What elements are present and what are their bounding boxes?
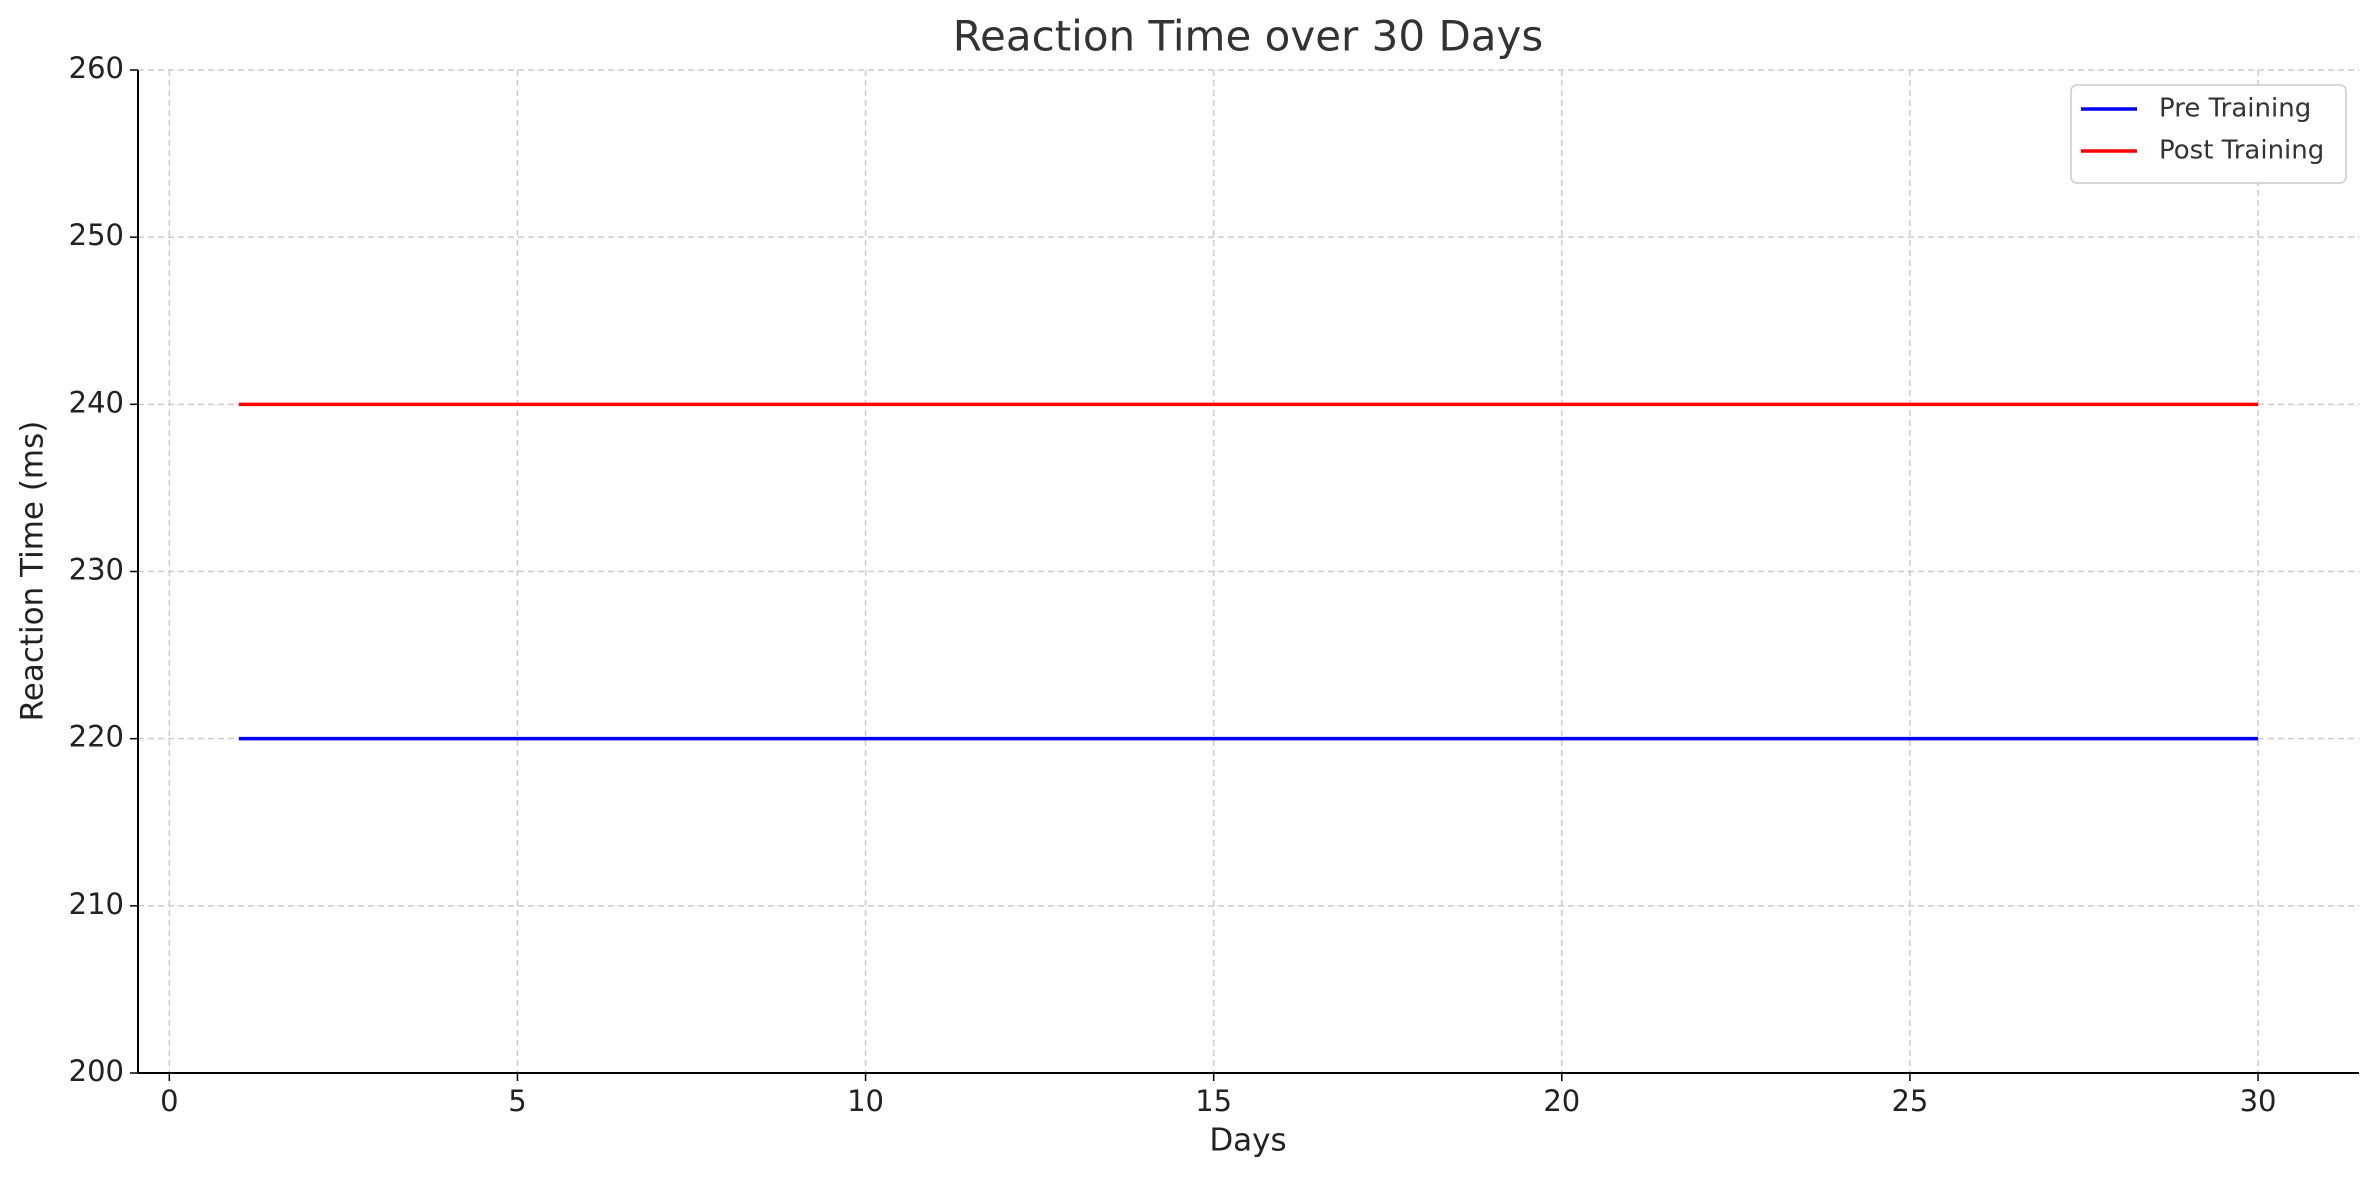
x-tick-label: 15: [1195, 1084, 1232, 1118]
y-tick-label: 220: [69, 720, 124, 754]
y-tick-label: 210: [69, 887, 124, 921]
x-axis-label: Days: [1209, 1123, 1286, 1159]
y-tick-label: 250: [69, 218, 124, 252]
legend-label: Pre Training: [2159, 94, 2311, 124]
y-axis-label: Reaction Time (ms): [15, 421, 51, 722]
y-tick-label: 260: [69, 51, 124, 85]
legend-label: Post Training: [2159, 136, 2324, 166]
y-tick-label: 200: [69, 1054, 124, 1088]
x-tick-label: 30: [2240, 1084, 2277, 1118]
x-tick-label: 5: [508, 1084, 526, 1118]
legend-box: [2070, 84, 2347, 184]
x-tick-label: 10: [847, 1084, 884, 1118]
chart-title: Reaction Time over 30 Days: [953, 12, 1544, 61]
y-tick-label: 240: [69, 385, 124, 419]
y-tick-label: 230: [69, 553, 124, 587]
x-tick-label: 0: [160, 1084, 178, 1118]
x-tick-label: 25: [1891, 1084, 1928, 1118]
x-tick-label: 20: [1543, 1084, 1580, 1118]
